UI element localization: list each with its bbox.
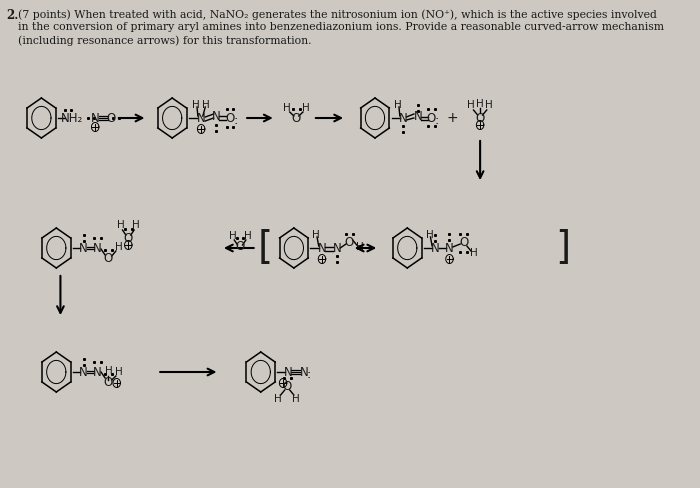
Text: H: H — [274, 394, 282, 404]
Text: N: N — [197, 113, 206, 125]
Text: H: H — [302, 103, 309, 113]
Text: N: N — [445, 243, 454, 256]
Text: +: + — [447, 111, 458, 125]
Text: N: N — [93, 243, 102, 256]
Text: :: : — [307, 367, 311, 381]
Text: H: H — [117, 220, 125, 230]
Text: H: H — [229, 231, 237, 241]
Text: N: N — [284, 366, 293, 380]
Text: N: N — [211, 109, 220, 122]
Text: H: H — [356, 242, 364, 252]
Text: N: N — [93, 366, 102, 380]
Text: O: O — [124, 231, 133, 244]
Text: H: H — [193, 100, 200, 110]
Text: O: O — [292, 111, 301, 124]
Text: N: N — [91, 111, 99, 124]
Text: H: H — [104, 366, 112, 376]
Text: H: H — [470, 248, 478, 258]
Text: O: O — [475, 111, 484, 124]
Text: H: H — [244, 231, 251, 241]
Text: N: N — [399, 113, 407, 125]
Text: O: O — [225, 111, 234, 124]
Text: H: H — [116, 367, 123, 377]
Text: N: N — [414, 110, 422, 123]
Text: NH₂: NH₂ — [61, 111, 83, 124]
Text: H: H — [312, 230, 320, 240]
Text: H: H — [467, 100, 475, 110]
Text: O: O — [104, 252, 113, 265]
Text: O: O — [427, 111, 436, 124]
Text: H: H — [284, 103, 291, 113]
Text: N: N — [79, 366, 88, 380]
Text: H: H — [116, 242, 123, 252]
Text: O: O — [104, 377, 113, 389]
Text: in the conversion of primary aryl amines into benzenediazonium ions. Provide a r: in the conversion of primary aryl amines… — [18, 22, 664, 32]
Text: :: : — [435, 114, 440, 126]
Text: O: O — [106, 111, 116, 124]
Text: :: : — [234, 114, 238, 126]
Text: [: [ — [258, 229, 272, 267]
Text: O: O — [459, 237, 468, 249]
Text: H: H — [202, 100, 210, 110]
Text: ]: ] — [555, 229, 570, 267]
Text: N: N — [300, 366, 308, 380]
Text: O: O — [283, 381, 292, 393]
Text: O: O — [235, 241, 245, 253]
Text: N: N — [431, 243, 440, 256]
Text: H: H — [426, 230, 433, 240]
Text: H: H — [394, 100, 402, 110]
Text: N: N — [318, 243, 326, 256]
Text: H: H — [132, 220, 139, 230]
Text: H: H — [485, 100, 493, 110]
Text: O: O — [344, 237, 354, 249]
Text: (including resonance arrows) for this transformation.: (including resonance arrows) for this tr… — [18, 35, 312, 45]
Text: (7 points) When treated with acid, NaNO₂ generates the nitrosonium ion (NO⁺), wh: (7 points) When treated with acid, NaNO₂… — [18, 9, 657, 20]
Text: H: H — [293, 394, 300, 404]
Text: H: H — [476, 99, 484, 109]
Text: N: N — [79, 243, 88, 256]
Text: 2.: 2. — [6, 9, 18, 22]
Text: N: N — [332, 243, 342, 256]
